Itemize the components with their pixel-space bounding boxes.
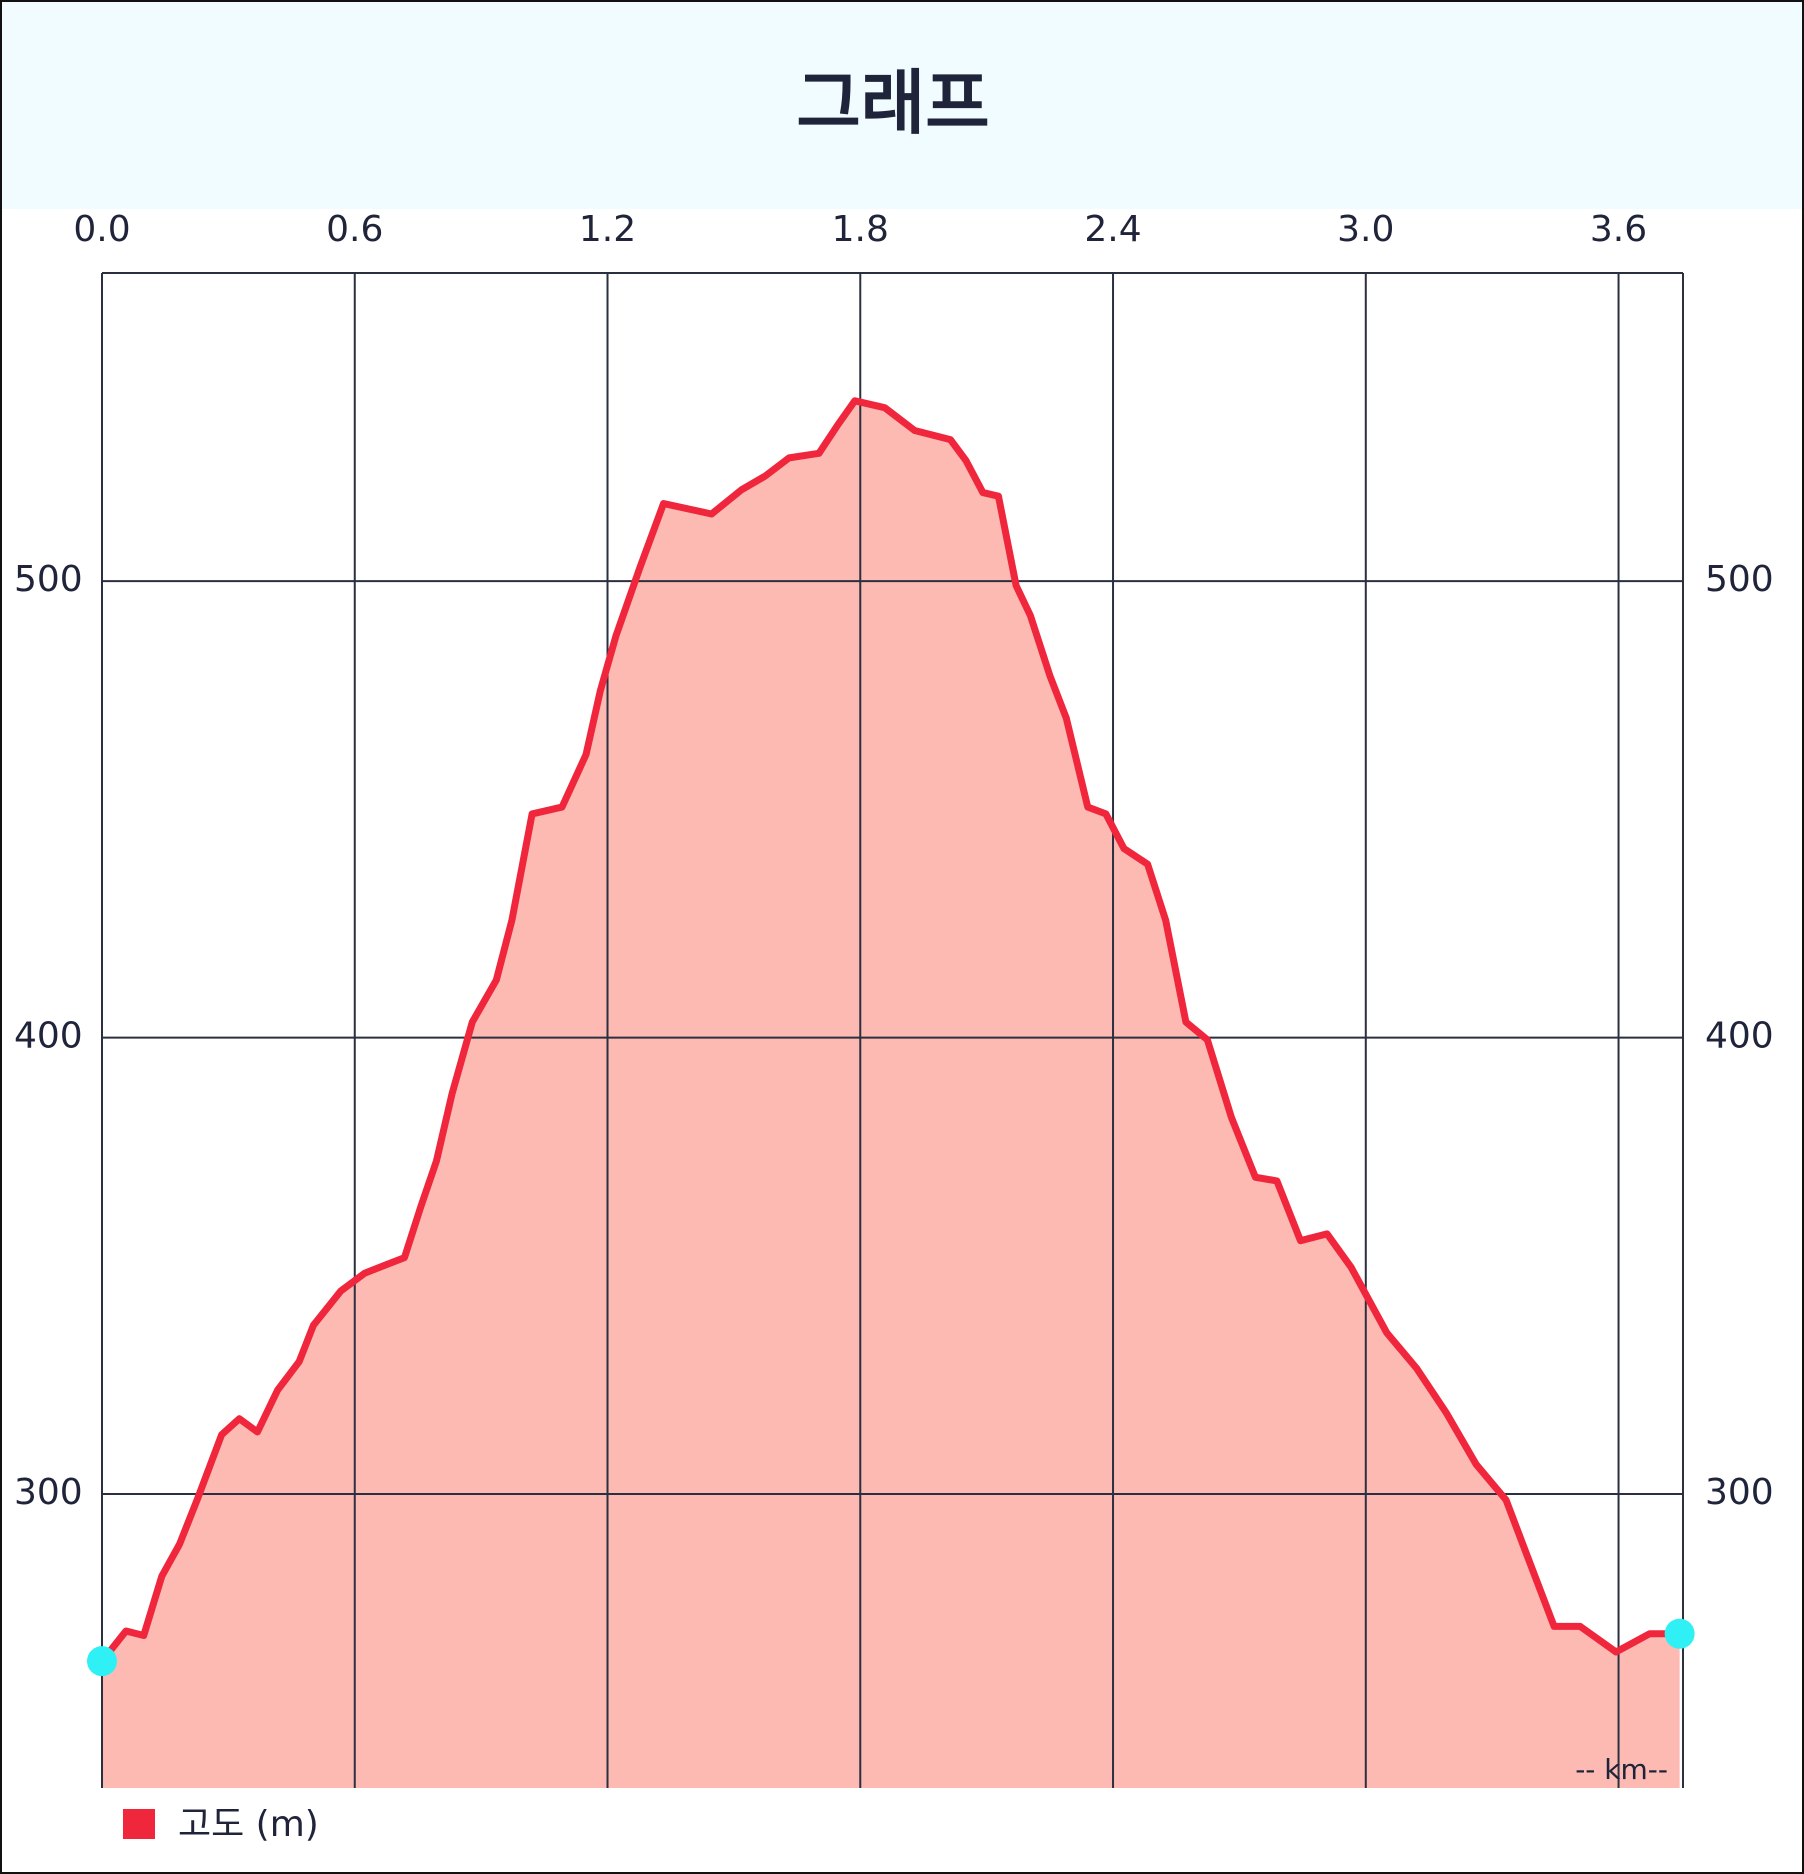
endpoint-marker <box>87 1646 117 1677</box>
y-tick-label-right: 300 <box>1705 1472 1774 1513</box>
chart-title: 그래프 <box>796 62 989 144</box>
x-tick-label: 1.8 <box>832 209 889 250</box>
legend-swatch <box>123 1809 155 1839</box>
endpoint-marker <box>1664 1618 1695 1649</box>
x-tick-label: 1.2 <box>579 209 636 250</box>
x-tick-label: 0.0 <box>73 209 130 250</box>
x-tick-label: 3.0 <box>1337 209 1394 250</box>
y-tick-label: 300 <box>14 1472 83 1513</box>
title-band <box>0 0 1804 209</box>
plot: 0.0 0.6 1.2 1.8 2.4 3.0 3.6 300 300 400 400 500 500 -… <box>14 209 1774 1845</box>
elevation-line <box>99 397 1680 1664</box>
y-tick-label-right: 400 <box>1705 1016 1774 1057</box>
y-tick-label-right: 500 <box>1705 559 1774 600</box>
legend-label: 고도 (m) <box>178 1804 319 1845</box>
x-tick-label: 0.6 <box>326 209 383 250</box>
x-tick-label: 2.4 <box>1084 209 1141 250</box>
x-tick-label: 3.6 <box>1590 209 1647 250</box>
y-tick-label: 500 <box>14 559 83 600</box>
y-tick-label: 400 <box>14 1016 83 1057</box>
x-axis-label: -- km-- <box>1575 1753 1668 1786</box>
area-fill <box>102 400 1680 1788</box>
